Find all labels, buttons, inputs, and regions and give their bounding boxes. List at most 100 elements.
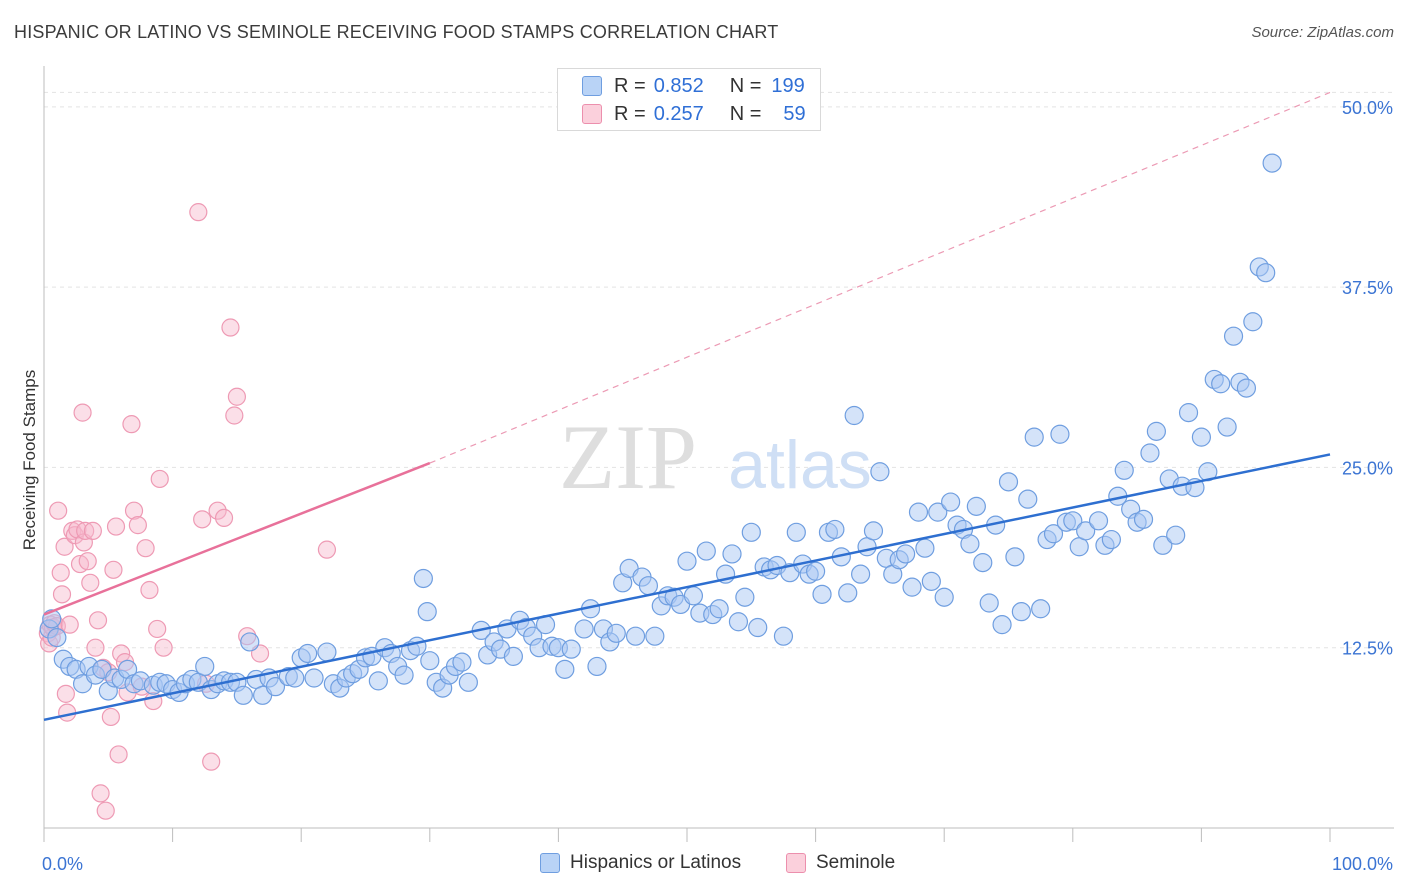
seminole-point	[106, 517, 126, 536]
x-tick-label: 100.0%	[1332, 854, 1393, 874]
legend-row-hispanic: R = 0.852 N = 199	[582, 74, 805, 98]
legend-n-label: N =	[729, 74, 762, 97]
hispanic-point	[677, 551, 697, 571]
hispanic-point	[458, 672, 478, 692]
hispanic-point	[407, 636, 427, 656]
hispanic-point	[1050, 424, 1070, 444]
legend-label-hispanic: Hispanics or Latinos	[570, 852, 742, 873]
hispanic-point	[1018, 489, 1038, 509]
seminole-point	[88, 611, 108, 630]
hispanic-point	[304, 668, 324, 688]
legend-item-seminole[interactable]: Seminole	[786, 852, 895, 874]
hispanic-point	[863, 521, 884, 541]
hispanic-point	[368, 671, 388, 691]
hispanic-point	[606, 623, 626, 643]
seminole-point	[136, 539, 155, 558]
hispanic-point	[696, 541, 716, 561]
hispanic-point	[645, 626, 665, 646]
grid-lines	[44, 91, 1394, 649]
tick-labels: 12.5% 25.0% 37.5% 50.0% 0.0% 100.0%	[42, 98, 1393, 874]
hispanic-point	[452, 652, 472, 672]
seminole-point	[122, 415, 141, 434]
hispanic-point	[941, 492, 961, 512]
hispanic-point	[1191, 427, 1212, 447]
hispanic-point	[503, 646, 523, 666]
seminole-point	[227, 387, 246, 406]
hispanic-point	[420, 651, 440, 671]
chart-title: HISPANIC OR LATINO VS SEMINOLE RECEIVING…	[14, 22, 779, 42]
hispanic-point	[786, 522, 806, 542]
watermark: ZIP atlas	[559, 406, 872, 508]
source-label: Source: ZipAtlas.com	[1251, 24, 1394, 41]
hispanic-point	[394, 665, 414, 685]
legend-n-value: 59	[783, 102, 806, 125]
hispanic-point	[683, 586, 704, 606]
seminole-point	[104, 560, 123, 579]
trend-lines	[43, 91, 1331, 722]
hispanic-point	[805, 561, 826, 581]
hispanic-point	[735, 587, 755, 607]
seminole-point	[83, 521, 102, 540]
legend-r-value: 0.852	[653, 74, 704, 97]
legend-r-label: R =	[614, 102, 646, 125]
seminole-point	[193, 510, 212, 529]
hispanic-point	[844, 405, 864, 426]
hispanic-point	[973, 553, 993, 573]
seminole-point	[52, 585, 72, 604]
hispanic-trend-line	[43, 453, 1331, 722]
hispanic-point	[1236, 378, 1257, 398]
y-tick-label: 12.5%	[1342, 639, 1393, 659]
hispanic-point	[1011, 602, 1031, 622]
hispanic-point	[587, 656, 607, 677]
seminole-point	[128, 516, 147, 535]
seminole-point	[208, 501, 227, 520]
hispanic-point	[1140, 443, 1160, 463]
hispanic-point	[1005, 547, 1025, 567]
seminole-point	[60, 615, 79, 634]
hispanic-point	[240, 632, 260, 652]
seminole-point	[221, 318, 240, 337]
hispanic-point	[998, 472, 1019, 492]
seminole-point	[140, 580, 159, 600]
y-axis-label: Receiving Food Stamps	[20, 370, 39, 550]
seminole-trend-line	[43, 461, 431, 616]
hispanic-point	[921, 571, 941, 591]
hispanic-point	[902, 577, 922, 597]
hispanic-point	[812, 584, 832, 604]
hispanic-points	[39, 153, 1282, 705]
hispanic-point	[1063, 511, 1083, 531]
hispanic-point	[915, 538, 935, 558]
seminole-point	[91, 784, 110, 803]
seminole-point	[109, 745, 128, 764]
legend-swatch-seminole	[582, 104, 602, 124]
hispanic-point	[1076, 521, 1096, 541]
hispanic-point	[851, 564, 871, 584]
y-tick-label: 50.0%	[1342, 98, 1393, 118]
legend-item-hispanic[interactable]: Hispanics or Latinos	[540, 852, 741, 874]
hispanic-point	[1256, 263, 1276, 283]
hispanic-point	[555, 659, 575, 679]
hispanic-point	[934, 587, 954, 607]
hispanic-point	[1088, 511, 1109, 531]
hispanic-point	[1043, 524, 1064, 544]
y-tick-label: 25.0%	[1342, 458, 1393, 478]
legend-swatch-seminole	[786, 853, 806, 873]
seminole-point	[154, 638, 173, 657]
hispanic-point	[838, 583, 858, 603]
seminole-point	[202, 752, 221, 771]
seminole-point	[96, 801, 115, 820]
hispanic-point	[1153, 535, 1173, 555]
hispanic-point	[195, 656, 215, 677]
hispanic-point	[1166, 525, 1186, 545]
legend-n-value: 199	[771, 74, 805, 97]
hispanic-point	[1211, 374, 1231, 394]
hispanic-point	[908, 502, 929, 522]
hispanic-point	[1024, 427, 1044, 447]
hispanic-point	[1178, 403, 1199, 423]
hispanic-point	[298, 643, 318, 664]
seminole-point	[73, 403, 92, 422]
hispanic-point	[979, 593, 999, 613]
seminole-point	[112, 644, 131, 663]
hispanic-point	[638, 576, 659, 596]
